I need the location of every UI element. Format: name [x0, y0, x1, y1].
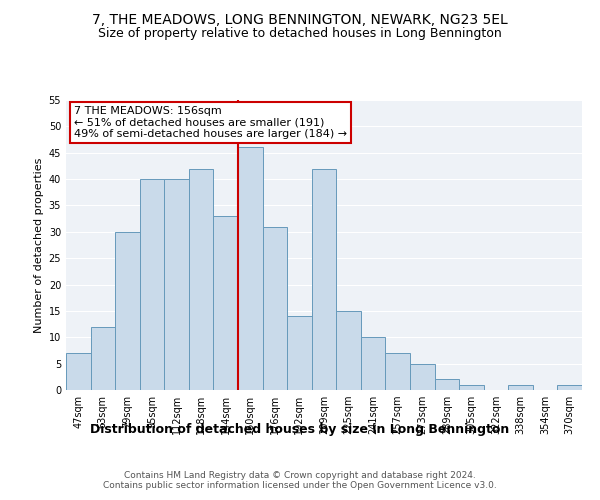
Bar [434, 380, 459, 390]
Bar [287, 316, 312, 390]
Bar [164, 179, 189, 390]
Bar [214, 216, 238, 390]
Bar [140, 179, 164, 390]
Bar [508, 384, 533, 390]
Text: Size of property relative to detached houses in Long Bennington: Size of property relative to detached ho… [98, 28, 502, 40]
Bar [66, 353, 91, 390]
Bar [115, 232, 140, 390]
Text: Distribution of detached houses by size in Long Bennington: Distribution of detached houses by size … [91, 422, 509, 436]
Text: 7, THE MEADOWS, LONG BENNINGTON, NEWARK, NG23 5EL: 7, THE MEADOWS, LONG BENNINGTON, NEWARK,… [92, 12, 508, 26]
Bar [189, 168, 214, 390]
Bar [385, 353, 410, 390]
Bar [410, 364, 434, 390]
Bar [312, 168, 336, 390]
Y-axis label: Number of detached properties: Number of detached properties [34, 158, 44, 332]
Bar [459, 384, 484, 390]
Bar [557, 384, 582, 390]
Text: Contains HM Land Registry data © Crown copyright and database right 2024.
Contai: Contains HM Land Registry data © Crown c… [103, 470, 497, 490]
Bar [238, 148, 263, 390]
Bar [91, 326, 115, 390]
Text: 7 THE MEADOWS: 156sqm
← 51% of detached houses are smaller (191)
49% of semi-det: 7 THE MEADOWS: 156sqm ← 51% of detached … [74, 106, 347, 139]
Bar [263, 226, 287, 390]
Bar [336, 311, 361, 390]
Bar [361, 338, 385, 390]
